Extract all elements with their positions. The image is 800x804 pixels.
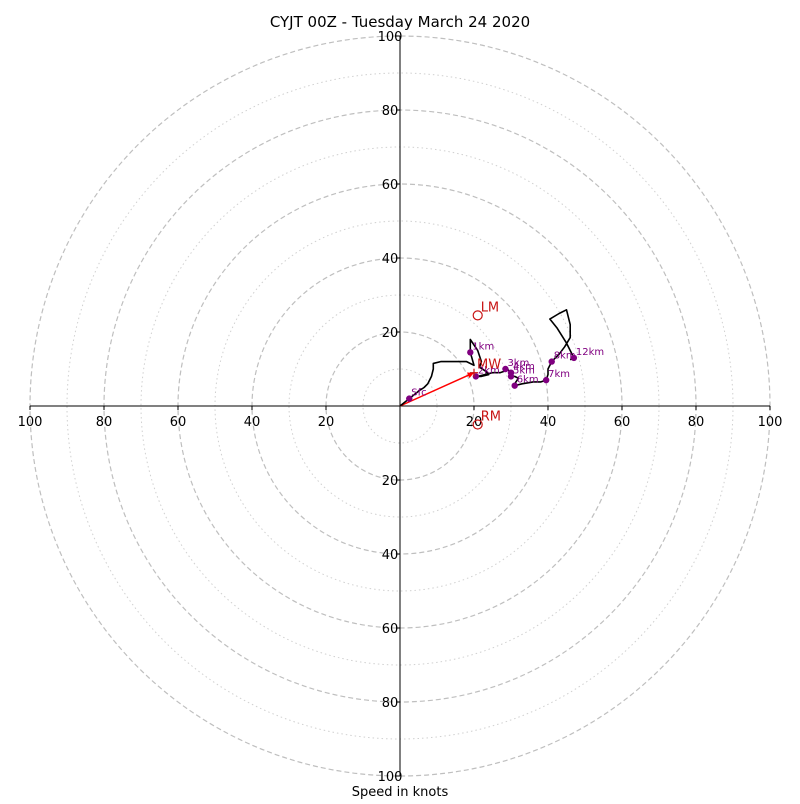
height-marker-label: 12km bbox=[576, 347, 604, 358]
storm-motion-label: MW bbox=[477, 358, 501, 373]
tick-label-down: 40 bbox=[382, 548, 399, 563]
tick-label-up: 40 bbox=[382, 252, 399, 267]
tick-label-left: 60 bbox=[170, 415, 187, 430]
storm-motion-marker bbox=[472, 310, 483, 321]
height-marker-dot bbox=[507, 373, 515, 380]
tick-label-down: 60 bbox=[382, 622, 399, 637]
tick-label-left: 100 bbox=[18, 415, 43, 430]
storm-motion-label: RM bbox=[481, 410, 501, 425]
height-marker-dot bbox=[542, 376, 550, 384]
chart-title: CYJT 00Z - Tuesday March 24 2020 bbox=[270, 13, 530, 31]
height-marker-dot bbox=[406, 395, 413, 402]
storm-motion-markers: LM MW RM bbox=[470, 300, 501, 430]
height-marker-dot bbox=[548, 358, 555, 365]
mean-wind-arrow-shaft bbox=[399, 372, 475, 407]
tick-label-down: 100 bbox=[378, 770, 403, 785]
tick-label-left: 40 bbox=[244, 415, 261, 430]
height-marker-dot bbox=[502, 365, 509, 373]
storm-motion-marker bbox=[472, 419, 483, 430]
tick-label-right: 40 bbox=[540, 415, 557, 430]
height-marker-label: Sfc bbox=[411, 388, 426, 399]
height-marker-label: 6km bbox=[517, 375, 539, 386]
tick-label-up: 60 bbox=[382, 178, 399, 193]
tick-label-left: 80 bbox=[96, 415, 113, 430]
height-marker-dot bbox=[570, 354, 578, 362]
height-marker-label: 3km bbox=[507, 358, 529, 369]
height-marker-dot bbox=[467, 349, 474, 356]
mean-wind-vector bbox=[399, 372, 475, 407]
tick-label-up: 80 bbox=[382, 104, 399, 119]
height-marker-label: 4km bbox=[513, 362, 535, 373]
height-marker-label: 8km bbox=[554, 351, 576, 362]
tick-label-right: 80 bbox=[688, 415, 705, 430]
tick-label-down: 20 bbox=[382, 474, 399, 489]
mean-wind-arrow-head bbox=[467, 372, 474, 379]
tick-label-right: 60 bbox=[614, 415, 631, 430]
height-marker-dot bbox=[511, 382, 518, 389]
x-axis-label: Speed in knots bbox=[352, 785, 449, 800]
height-marker-label: 7km bbox=[548, 369, 570, 380]
tick-label-right: 100 bbox=[758, 415, 783, 430]
height-marker-label: 2km bbox=[478, 365, 500, 376]
height-marker-label: 5km bbox=[513, 365, 535, 376]
tick-label-up: 100 bbox=[378, 30, 403, 45]
tick-label-down: 80 bbox=[382, 696, 399, 711]
height-marker-label: 1km bbox=[472, 341, 494, 352]
tick-label-left: 20 bbox=[318, 415, 335, 430]
tick-label-up: 20 bbox=[382, 326, 399, 341]
storm-motion-label: LM bbox=[481, 300, 499, 315]
